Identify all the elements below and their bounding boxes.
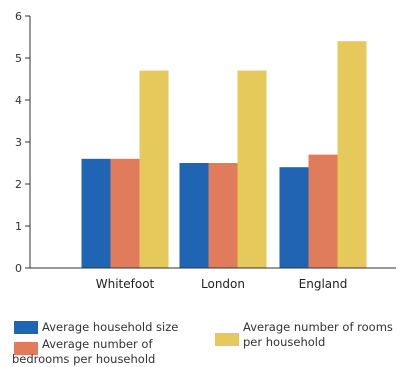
bar [81, 158, 111, 268]
bar [237, 70, 267, 268]
legend-swatch [14, 321, 38, 334]
bar [308, 154, 338, 268]
y-tick-label: 1 [15, 220, 22, 233]
bar [208, 163, 238, 268]
y-tick-label: 4 [15, 94, 22, 107]
y-axis: 0 1 2 3 4 5 6 [15, 10, 31, 275]
x-axis: Whitefoot London England [30, 267, 396, 291]
x-tick-label: Whitefoot [96, 277, 155, 291]
bar [139, 70, 169, 268]
bar [110, 158, 140, 268]
bar [179, 163, 209, 268]
legend-label: Average number of bedrooms per household [12, 337, 156, 366]
bar [279, 167, 309, 268]
legend-label: Average number of rooms per household [243, 320, 393, 349]
bar [337, 41, 367, 269]
x-tick-label: England [299, 277, 348, 291]
y-tick-label: 5 [15, 52, 22, 65]
x-tick-label: London [201, 277, 245, 291]
y-tick-label: 6 [15, 10, 22, 23]
y-tick-label: 2 [15, 178, 22, 191]
bars [81, 41, 367, 269]
y-tick-label: 3 [15, 136, 22, 149]
legend-swatch [215, 333, 239, 346]
y-tick-label: 0 [15, 262, 22, 275]
legend-swatch [14, 342, 38, 355]
bar-chart: 0 1 2 3 4 5 6 Whitefoot London England [15, 10, 396, 291]
legend-label: Average household size [42, 320, 179, 334]
